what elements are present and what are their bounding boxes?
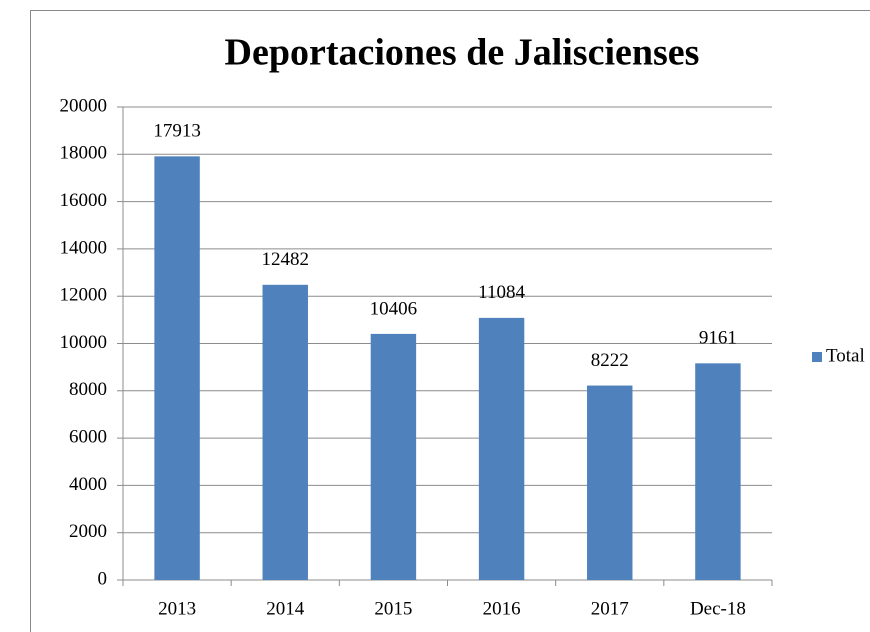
- x-tick-label: 2016: [483, 598, 521, 619]
- legend-label: Total: [826, 345, 865, 366]
- data-label: 9161: [699, 328, 737, 349]
- y-tick-label: 10000: [60, 332, 108, 353]
- y-tick-label: 8000: [69, 379, 107, 400]
- x-tick-label: 2014: [266, 598, 305, 619]
- y-tick-label: 4000: [69, 474, 107, 495]
- y-tick-label: 6000: [69, 426, 107, 447]
- y-tick-label: 18000: [60, 143, 108, 164]
- bar: [262, 284, 308, 580]
- data-label: 12482: [262, 249, 310, 270]
- data-label: 10406: [370, 298, 418, 319]
- chart-title: Deportaciones de Jaliscienses: [225, 32, 700, 74]
- y-tick-label: 2000: [69, 521, 107, 542]
- x-tick-label: 2017: [591, 598, 629, 619]
- y-tick-label: 0: [98, 568, 108, 589]
- y-tick-label: 16000: [60, 190, 108, 211]
- bar: [478, 317, 525, 580]
- x-tick-label: 2013: [158, 598, 196, 619]
- bar: [370, 333, 417, 580]
- bar: [587, 385, 633, 580]
- bar: [154, 156, 200, 580]
- y-tick-label: 20000: [60, 95, 108, 116]
- x-tick-label: Dec-18: [690, 598, 746, 619]
- bar: [695, 363, 741, 580]
- y-tick-label: 14000: [60, 237, 108, 258]
- y-tick-label: 12000: [60, 285, 108, 306]
- x-tick-label: 2015: [374, 598, 412, 619]
- data-label: 8222: [591, 350, 629, 371]
- legend-swatch: [812, 352, 822, 362]
- data-label: 11084: [478, 282, 525, 303]
- data-label: 17913: [153, 121, 201, 142]
